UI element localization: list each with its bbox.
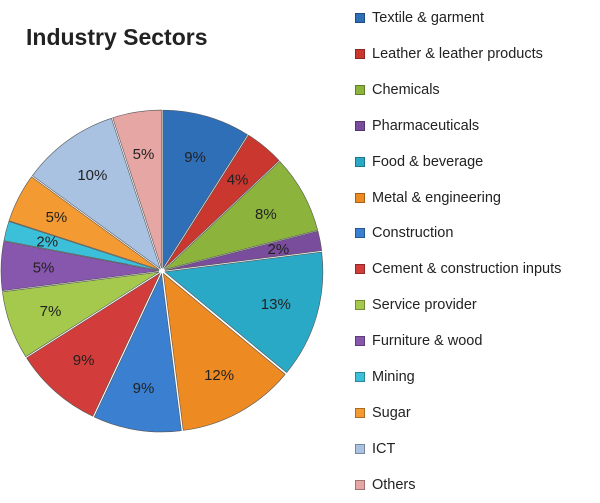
pie-slice	[164, 251, 324, 373]
legend-swatch	[355, 264, 365, 275]
legend-label: ICT	[372, 440, 396, 457]
data-label: 12%	[204, 367, 234, 384]
legend-item: Others	[355, 476, 416, 494]
pie-slice	[164, 160, 319, 270]
legend-swatch	[355, 479, 365, 490]
data-label: 10%	[77, 167, 107, 184]
legend-item: Mining	[355, 368, 415, 386]
pie-slice	[31, 117, 161, 270]
legend-label: Sugar	[372, 404, 411, 421]
legend-swatch	[355, 407, 365, 418]
pie-slice	[164, 230, 323, 271]
data-label: 9%	[184, 149, 206, 166]
legend-swatch	[355, 13, 365, 23]
pie-slice	[162, 109, 248, 270]
legend-item: Metal & engineering	[355, 189, 501, 207]
pie-slice	[93, 272, 182, 433]
pie-slice	[3, 221, 160, 271]
data-label: 4%	[227, 172, 249, 189]
legend-label: Textile & garment	[372, 10, 485, 26]
legend-label: Furniture & wood	[372, 333, 483, 350]
data-label: 5%	[133, 146, 155, 163]
legend-label: Cement & construction inputs	[372, 261, 562, 278]
legend-item: Food & beverage	[355, 153, 483, 171]
legend-item: Pharmaceuticals	[355, 117, 479, 135]
data-label: 9%	[133, 380, 155, 397]
legend-label: Construction	[372, 225, 454, 242]
legend-swatch	[355, 443, 365, 454]
legend-label: Service provider	[372, 297, 477, 314]
pie-slice	[26, 272, 161, 417]
legend-item: Service provider	[355, 296, 477, 314]
legend-label: Metal & engineering	[372, 189, 501, 206]
pie-slice	[163, 134, 280, 269]
legend-item: Sugar	[355, 404, 411, 422]
pie-slice	[163, 272, 286, 431]
data-label: 2%	[36, 234, 58, 251]
legend-label: Others	[372, 476, 416, 493]
legend-item: Chemicals	[355, 81, 440, 99]
legend-swatch	[355, 84, 365, 95]
pie-slice	[0, 240, 160, 292]
data-label: 9%	[73, 352, 95, 369]
data-label: 5%	[46, 209, 68, 226]
legend-swatch	[355, 156, 365, 167]
legend-label: Chemicals	[372, 81, 440, 98]
legend-swatch	[355, 372, 365, 382]
pie-slice	[8, 176, 160, 270]
legend-label: Leather & leather products	[372, 45, 543, 62]
data-label: 2%	[268, 241, 290, 258]
chart-title: Industry Sectors	[26, 24, 208, 50]
legend-item: Leather & leather products	[355, 45, 543, 63]
legend-item: Construction	[355, 224, 453, 242]
pie-slice	[112, 109, 162, 269]
legend-item: Cement & construction inputs	[355, 260, 561, 278]
legend-swatch	[355, 228, 365, 239]
legend-swatch	[355, 120, 365, 131]
data-label: 5%	[33, 259, 55, 276]
legend-label: Pharmaceuticals	[372, 117, 480, 134]
legend-item: Furniture & wood	[355, 332, 482, 350]
legend-label: Mining	[372, 369, 415, 385]
data-label: 13%	[261, 296, 291, 313]
pie-slice	[2, 271, 160, 358]
legend-swatch	[355, 336, 365, 347]
legend-swatch	[355, 48, 365, 59]
legend-label: Food & beverage	[372, 153, 484, 170]
data-label: 7%	[40, 303, 62, 320]
legend-item: Textile & garment	[355, 9, 484, 27]
legend-item: ICT	[355, 440, 395, 458]
data-label: 8%	[255, 206, 277, 223]
legend-swatch	[355, 300, 365, 311]
legend-swatch	[355, 192, 365, 203]
